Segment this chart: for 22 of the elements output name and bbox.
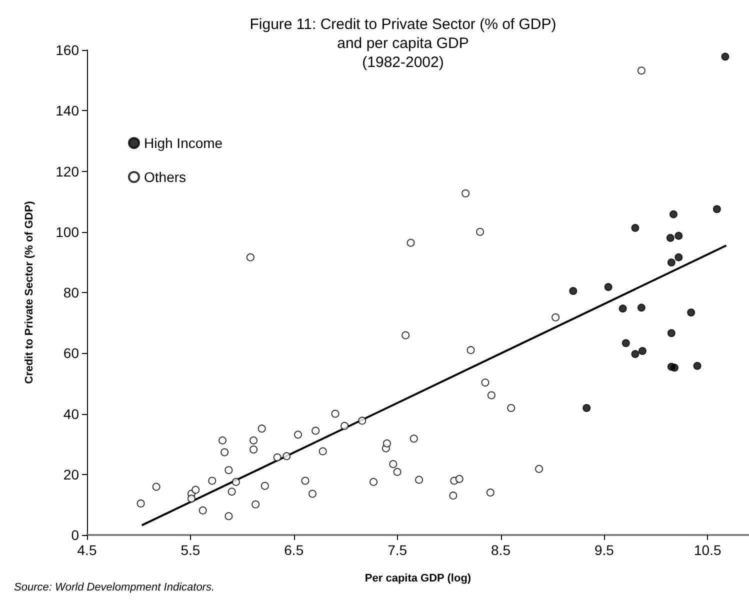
y-tick-label: 80	[63, 284, 80, 300]
legend-label: High Income	[144, 135, 223, 151]
y-tick-label: 120	[56, 163, 80, 180]
y-tick-label: 100	[56, 224, 80, 240]
x-axis-title: Per capita GDP (log)	[364, 572, 472, 584]
y-axis-title: Credit to Private Sector (% of GDP)	[24, 200, 36, 384]
y-tick-label: 140	[56, 102, 80, 119]
y-tick-label: 20	[63, 466, 80, 482]
y-tick-label: 40	[63, 406, 80, 422]
legend-label: Others	[144, 169, 186, 185]
x-tick-label: 4.5	[77, 542, 97, 558]
x-tick-label: 9.5	[594, 542, 614, 558]
y-tick-label: 60	[63, 345, 80, 362]
x-tick-label: 6.5	[284, 542, 304, 558]
source-note: Source: World Develompment Indicators.	[14, 582, 215, 594]
chart-title: Figure 11: Credit to Private Sector (% of GDP) and per capita GDP (1982-2002)	[250, 16, 556, 71]
x-tick-label: 7.5	[388, 542, 408, 558]
y-tick-label: 160	[56, 42, 80, 58]
x-tick-label: 5.5	[180, 542, 200, 558]
y-tick-label: 0	[71, 527, 80, 543]
x-tick-label: 8.5	[491, 542, 511, 558]
x-tick-label: 10.5	[694, 542, 722, 558]
